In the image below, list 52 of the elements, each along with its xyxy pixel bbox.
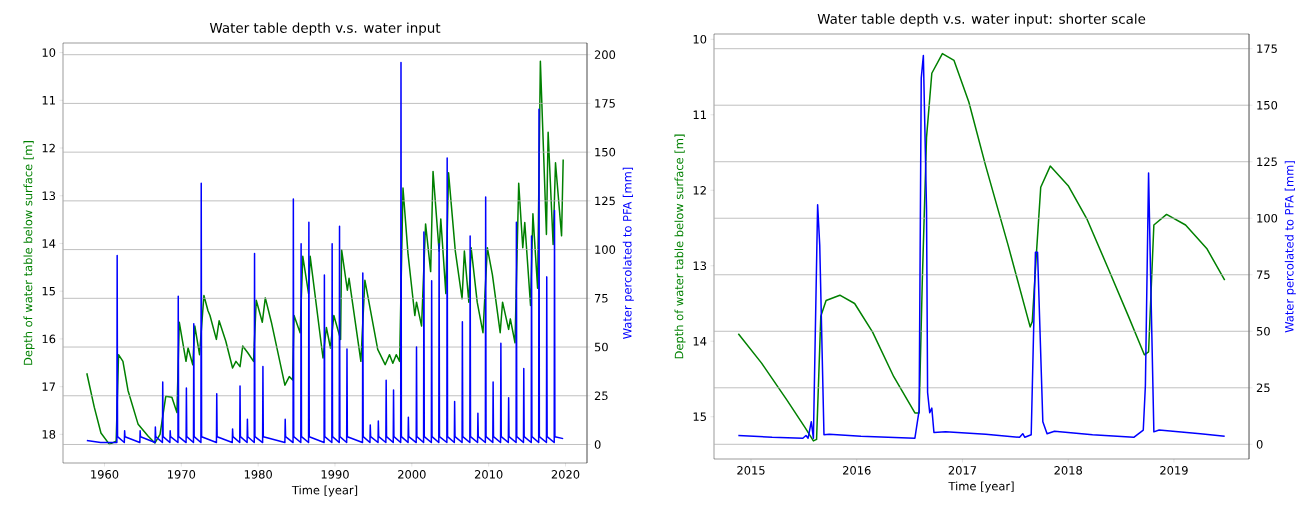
x-tick-label: 1980: [244, 470, 272, 479]
chart-title: Water table depth v.s. water input: [209, 22, 441, 36]
x-tick-label: 2015: [737, 466, 765, 475]
y2-tick-label: 25: [1256, 383, 1270, 393]
x-tick-label: 2017: [948, 466, 977, 475]
y-tick-label: 10: [42, 48, 56, 57]
y-tick-label: 11: [42, 96, 55, 105]
y2-tick-label: 0: [594, 440, 601, 449]
y-tick-label: 13: [42, 191, 56, 201]
y2-tick-label: 150: [1257, 100, 1278, 110]
y-tick-label: 15: [693, 412, 706, 421]
y-tick-label: 17: [42, 382, 55, 391]
x-tick-label: 2018: [1054, 466, 1082, 475]
y2-tick-label: 100: [1257, 213, 1278, 223]
y-tick-label: 15: [42, 286, 55, 296]
y2-tick-label: 175: [1257, 44, 1277, 53]
x-axis-title: Time [year]: [948, 481, 1014, 493]
y2-tick-label: 100: [595, 245, 616, 254]
x-tick-label: 2016: [843, 466, 871, 475]
y-tick-label: 13: [693, 261, 707, 271]
y-tick-label: 12: [693, 186, 706, 195]
y2-axis-title: Water percolated to PFA [mm]: [622, 167, 634, 339]
y2-tick-label: 200: [594, 50, 616, 60]
chart-title: Water table depth v.s. water input: shorter scale: [817, 13, 1146, 27]
y2-tick-label: 175: [595, 99, 615, 108]
y-axis-title: Depth of water table below surface [m]: [23, 141, 35, 365]
y2-axis-title: Water percolated to PFA [mm]: [1284, 161, 1296, 333]
y2-tick-label: 125: [595, 196, 615, 206]
x-tick-label: 2000: [398, 470, 426, 479]
y2-tick-label: 75: [594, 294, 608, 303]
y-tick-label: 14: [42, 239, 56, 248]
y-axis-title: Depth of water table below surface [m]: [674, 134, 686, 359]
y-tick-label: 10: [693, 34, 707, 44]
y2-tick-label: 125: [1257, 157, 1277, 167]
y2-tick-label: 150: [595, 147, 616, 157]
x-tick-label: 2010: [474, 470, 503, 479]
x-tick-label: 2019: [1160, 466, 1188, 475]
x-tick-label: 1960: [91, 470, 119, 479]
y2-tick-label: 25: [594, 391, 608, 401]
y-tick-label: 12: [42, 143, 55, 153]
x-tick-label: 2020: [551, 470, 580, 479]
y2-tick-label: 50: [1256, 326, 1270, 336]
x-tick-label: 1990: [321, 470, 349, 479]
y-tick-label: 14: [693, 337, 707, 346]
x-axis-title: Time [year]: [291, 485, 358, 497]
x-tick-label: 1970: [168, 470, 196, 479]
y-tick-label: 11: [693, 110, 706, 119]
y2-tick-label: 50: [594, 342, 608, 352]
y-tick-label: 16: [42, 334, 56, 344]
y2-tick-label: 0: [1256, 439, 1263, 449]
y2-tick-label: 75: [1256, 270, 1270, 280]
y-tick-label: 18: [42, 430, 56, 439]
